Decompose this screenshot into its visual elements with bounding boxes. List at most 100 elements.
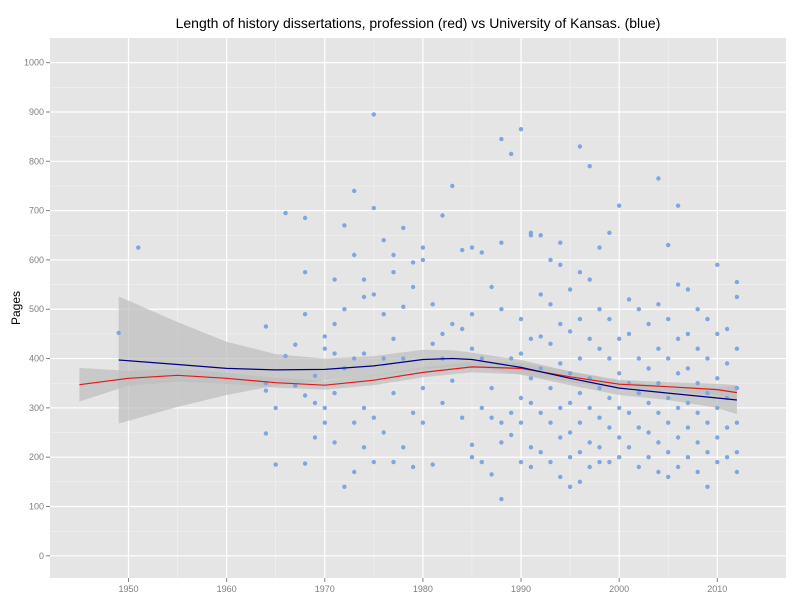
data-point	[420, 245, 426, 250]
data-point	[715, 331, 720, 337]
data-point	[577, 450, 583, 455]
data-point	[617, 405, 622, 411]
x-tick-label: 1970	[315, 584, 335, 594]
data-point	[666, 395, 671, 401]
data-point	[361, 294, 367, 300]
y-tick-label: 400	[29, 354, 44, 364]
data-point	[715, 376, 720, 381]
data-point	[577, 356, 583, 361]
data-point	[656, 302, 661, 307]
data-point	[322, 405, 327, 411]
data-point	[391, 459, 396, 465]
data-point	[322, 420, 327, 425]
data-point	[479, 250, 484, 255]
data-point	[705, 484, 710, 489]
data-point	[548, 302, 553, 307]
data-point	[479, 405, 484, 411]
data-point	[715, 405, 720, 411]
x-tick-label: 2010	[707, 584, 727, 594]
data-point	[636, 464, 641, 470]
data-point	[293, 383, 298, 388]
data-point	[695, 346, 700, 351]
data-point	[538, 366, 543, 371]
data-point	[371, 205, 376, 211]
confidence-ribbons	[79, 296, 737, 424]
data-point	[607, 395, 612, 401]
data-point	[715, 262, 720, 267]
data-point	[538, 292, 543, 297]
data-point	[607, 425, 612, 430]
data-point	[636, 307, 641, 312]
y-tick-label: 100	[29, 501, 44, 511]
data-point	[715, 459, 720, 465]
data-point	[558, 361, 563, 366]
data-point	[352, 252, 357, 258]
data-point	[675, 464, 681, 470]
data-point	[518, 351, 524, 356]
data-point	[430, 302, 435, 307]
data-point	[460, 415, 465, 420]
data-point	[715, 435, 720, 440]
data-point	[617, 435, 622, 440]
data-point	[479, 459, 484, 465]
data-point	[734, 279, 740, 285]
data-point	[724, 326, 730, 332]
x-tick-label: 1990	[511, 584, 531, 594]
data-point	[567, 430, 573, 435]
data-point	[450, 321, 455, 327]
data-point	[607, 230, 612, 235]
data-point	[558, 405, 563, 411]
data-point	[597, 385, 602, 391]
data-point	[440, 213, 445, 218]
data-point	[626, 331, 632, 337]
data-point	[528, 400, 534, 406]
kansas-ci-ribbon	[118, 296, 737, 424]
data-point	[361, 351, 367, 356]
data-point	[685, 455, 691, 460]
data-point	[666, 316, 671, 322]
data-point	[695, 381, 700, 386]
x-axis-ticks: 1950 1960 1970 1980 1990 2000 2010	[118, 578, 727, 594]
data-point	[724, 455, 730, 460]
data-point	[656, 469, 661, 475]
data-point	[587, 464, 592, 470]
data-point	[636, 425, 641, 430]
data-point	[597, 245, 602, 250]
data-point	[499, 496, 504, 502]
x-tick-label: 1980	[413, 584, 433, 594]
data-point	[734, 469, 740, 475]
data-point	[401, 356, 406, 361]
data-point	[420, 257, 426, 263]
data-point	[312, 435, 318, 440]
data-point	[430, 462, 435, 467]
data-point	[489, 284, 494, 290]
y-tick-label: 0	[39, 551, 44, 561]
data-point	[646, 455, 651, 460]
data-point	[332, 321, 337, 327]
data-point	[597, 346, 602, 351]
data-point	[705, 390, 710, 396]
data-point	[293, 342, 298, 347]
data-point	[724, 361, 730, 366]
y-tick-label: 900	[29, 107, 44, 117]
data-point	[597, 415, 602, 420]
data-point	[391, 336, 396, 341]
data-point	[420, 420, 426, 425]
data-point	[312, 373, 318, 378]
data-point	[656, 176, 661, 181]
data-point	[685, 400, 691, 406]
data-point	[666, 420, 671, 425]
data-point	[302, 215, 308, 221]
data-points	[116, 112, 740, 502]
data-point	[460, 326, 465, 332]
data-point	[705, 420, 710, 425]
data-point	[607, 356, 612, 361]
data-point	[695, 440, 700, 445]
data-point	[587, 277, 592, 282]
data-point	[734, 420, 740, 425]
data-point	[116, 330, 121, 336]
y-tick-label: 500	[29, 304, 44, 314]
data-point	[567, 400, 573, 406]
data-point	[548, 459, 553, 465]
